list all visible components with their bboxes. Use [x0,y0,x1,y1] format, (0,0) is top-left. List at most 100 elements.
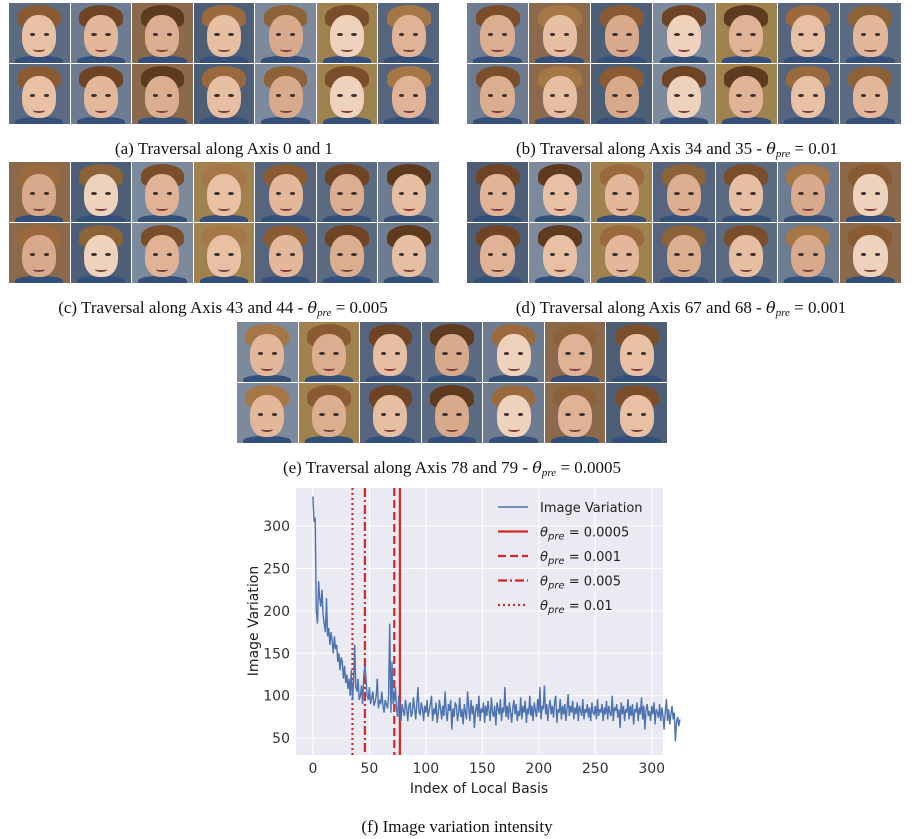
face-image [529,162,591,222]
face-image [378,64,439,124]
face-image [653,223,715,283]
face-image [132,223,193,283]
legend-entry: Image Variation [540,501,643,516]
face-image [544,322,606,382]
face-image [467,3,529,63]
face-image [483,322,544,382]
legend-entry: θpre = 0.0005 [540,526,629,543]
caption-f: (f) Image variation intensity [361,817,553,836]
y-axis-label: Image Variation [246,566,262,676]
face-image [378,3,439,63]
face-image [606,322,667,382]
image-variation-chart: 0 50 100 150 200 250 300 50 100 150 200 250 300 Inde… [246,488,681,797]
x-tick-label: 50 [360,761,378,777]
legend-entry: θpre = 0.001 [540,550,621,567]
caption-a: (a) Traversal along Axis 0 and 1 [114,139,334,158]
face-image [839,223,901,283]
face-image [316,162,378,222]
face-image [316,64,378,124]
face-image [467,223,529,283]
face-image [606,383,667,443]
face-image [237,322,298,382]
caption-e: (e) Traversal along Axis 78 and 79 - θpr… [282,458,622,479]
legend-entry: θpre = 0.005 [540,575,621,592]
face-image [255,162,316,222]
face-image [839,3,901,63]
face-image [777,223,839,283]
face-image [132,3,193,63]
x-tick-label: 250 [582,761,609,777]
face-image [255,3,316,63]
face-image [529,223,591,283]
face-image [298,383,360,443]
face-image [237,383,298,443]
y-tick-label: 300 [263,519,290,535]
face-image [132,64,193,124]
face-image [715,223,777,283]
face-image [421,383,483,443]
face-image [467,162,529,222]
face-image [9,223,70,283]
face-image [255,223,316,283]
face-image [715,3,777,63]
face-grid-b [467,3,901,124]
x-axis-label: Index of Local Basis [410,781,548,797]
face-image [378,223,439,283]
face-image [193,223,255,283]
tick-labels: 0 50 100 150 200 250 300 50 100 150 200 250 300 [263,519,665,777]
face-image [316,223,378,283]
caption-d: (d) Traversal along Axis 67 and 68 - θpr… [515,298,847,319]
face-image [70,3,132,63]
face-image [591,162,653,222]
y-tick-label: 200 [263,604,290,620]
face-image [483,383,544,443]
face-image [316,3,378,63]
face-image [653,162,715,222]
face-image [653,64,715,124]
face-image [360,383,421,443]
caption-b: (b) Traversal along Axis 34 and 35 - θpr… [515,139,838,160]
legend-entry: θpre = 0.01 [540,599,613,616]
caption-c: (c) Traversal along Axis 43 and 44 - θpr… [58,298,388,319]
face-image [715,64,777,124]
face-image [653,3,715,63]
face-image [777,162,839,222]
face-image [70,64,132,124]
face-grid-a [9,3,439,124]
face-image [467,64,529,124]
face-image [591,223,653,283]
face-image [360,322,421,382]
gridlines [296,488,663,755]
x-tick-label: 300 [638,761,665,777]
x-tick-label: 0 [308,761,317,777]
y-tick-label: 100 [263,689,290,705]
face-image [421,322,483,382]
face-image [193,64,255,124]
y-tick-label: 50 [272,731,290,747]
face-image [777,64,839,124]
image-variation-series [312,496,681,742]
face-image [255,64,316,124]
face-image [70,162,132,222]
face-grid-c [9,162,439,283]
face-image [839,64,901,124]
face-image [9,3,70,63]
face-image [9,64,70,124]
face-image [529,64,591,124]
chart-legend: Image Variation θpre = 0.0005 θpre = 0.001… [498,501,643,616]
face-image [378,162,439,222]
face-image [193,3,255,63]
face-image [777,3,839,63]
y-tick-label: 250 [263,562,290,578]
face-image [591,64,653,124]
y-tick-label: 150 [263,646,290,662]
face-image [9,162,70,222]
face-image [715,162,777,222]
face-grid-d [467,162,901,283]
face-image [544,383,606,443]
face-grid-e [237,322,667,443]
x-tick-label: 200 [525,761,552,777]
face-image [298,322,360,382]
x-tick-label: 100 [412,761,439,777]
face-image [132,162,193,222]
